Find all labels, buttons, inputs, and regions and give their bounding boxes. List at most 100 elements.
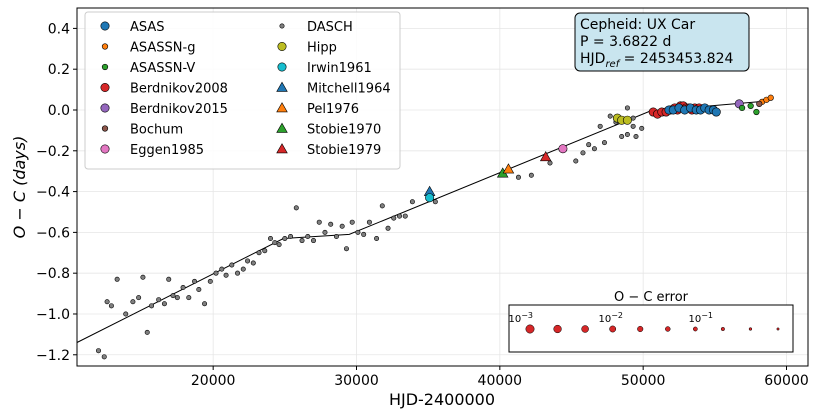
error-size-sample <box>776 327 780 331</box>
point-dasch <box>245 258 251 264</box>
point-dasch <box>633 134 639 140</box>
point-dasch <box>310 238 316 244</box>
point-dasch <box>282 236 288 242</box>
point-dasch <box>432 199 438 205</box>
error-size-sample <box>748 327 753 331</box>
info-box: Cepheid: UX Car P = 3.6822 d HJDref = 24… <box>574 12 750 72</box>
point-dasch <box>114 276 120 282</box>
legend-label-mitchell1964: Mitchell1964 <box>307 82 391 97</box>
error-size-sample <box>637 325 644 333</box>
point-dasch <box>196 287 202 293</box>
error-size-sample <box>665 326 671 332</box>
point-asassn-v <box>753 108 760 116</box>
point-dasch <box>396 213 402 219</box>
error-inset-title: O − C error <box>614 290 689 305</box>
point-dasch <box>639 125 645 131</box>
point-dasch <box>229 262 235 268</box>
point-dasch <box>180 284 186 290</box>
point-dasch <box>140 274 146 280</box>
y-tick-label: −0.6 <box>36 225 70 241</box>
point-dasch <box>192 278 198 284</box>
point-dasch <box>256 250 262 256</box>
error-size-sample <box>609 325 617 333</box>
point-dasch <box>262 248 268 254</box>
point-dasch <box>156 297 162 303</box>
y-tick-label: −1.0 <box>36 307 70 323</box>
point-dasch <box>293 205 299 211</box>
legend-marker-bochum <box>101 125 109 132</box>
point-dasch <box>355 229 361 235</box>
legend-label-hipp: Hipp <box>307 41 337 56</box>
info-line-hjdref: HJDref = 2453453.824 <box>580 51 733 70</box>
point-irwin1961 <box>425 193 435 203</box>
point-dasch <box>343 246 349 252</box>
point-dasch <box>528 172 534 178</box>
point-dasch <box>402 213 408 219</box>
y-tick-label: −0.8 <box>36 266 70 282</box>
x-tick-label: 50000 <box>621 373 666 389</box>
point-dasch <box>101 354 107 360</box>
legend-label-bochum: Bochum <box>130 123 183 138</box>
legend-marker-asassn-v <box>101 63 109 71</box>
legend-label-asas: ASAS <box>130 20 165 35</box>
x-tick-label: 40000 <box>478 373 523 389</box>
point-dasch <box>108 303 114 309</box>
error-size-sample <box>581 325 589 333</box>
point-dasch <box>597 123 603 129</box>
point-dasch <box>186 295 192 301</box>
point-asas <box>711 107 721 117</box>
point-dasch <box>207 278 213 284</box>
inset-tick-label: 10−2 <box>598 311 623 325</box>
info-box-frame <box>574 12 750 72</box>
point-dasch <box>366 219 372 225</box>
point-dasch <box>316 219 322 225</box>
legend-marker-eggen1985 <box>100 144 110 154</box>
legend-box <box>84 11 401 170</box>
point-dasch <box>385 225 391 231</box>
point-dasch <box>272 240 278 246</box>
point-dasch <box>601 140 607 146</box>
point-dasch <box>96 348 102 354</box>
point-dasch <box>276 242 282 248</box>
legend-marker-mitchell1964 <box>276 81 288 92</box>
x-axis-title: HJD-2400000 <box>389 390 495 409</box>
inset-tick-label: 10−3 <box>508 311 533 325</box>
hjd-value: = 2453453.824 <box>619 51 733 67</box>
data-points <box>96 94 774 360</box>
point-dasch <box>250 260 256 266</box>
error-size-sample <box>525 324 535 334</box>
point-asassn-v <box>747 102 754 110</box>
y-tick-label: 0.4 <box>48 21 70 37</box>
point-dasch <box>624 105 630 111</box>
y-tick-label: 0.2 <box>48 62 70 78</box>
point-dasch <box>136 295 142 301</box>
legend-marker-asassn-g <box>101 43 109 50</box>
point-asassn-v <box>738 104 746 112</box>
point-dasch <box>267 236 273 242</box>
point-dasch <box>299 238 305 244</box>
legend-marker-stobie1970 <box>276 122 288 133</box>
legend-marker-berdnikov2015 <box>100 103 110 113</box>
point-dasch <box>573 158 579 164</box>
legend-label-irwin1961: Irwin1961 <box>307 61 372 76</box>
point-dasch <box>624 131 630 137</box>
point-dasch <box>223 272 229 278</box>
legend-marker-berdnikov2008 <box>100 83 110 93</box>
legend-label-asassn-v: ASASSN-V <box>130 61 195 76</box>
point-dasch <box>619 134 625 140</box>
hjd-subscript: ref <box>605 59 620 70</box>
point-dasch <box>361 231 367 237</box>
point-dasch <box>240 266 246 272</box>
legend-label-berdnikov2008: Berdnikov2008 <box>130 82 228 97</box>
legend-label-stobie1970: Stobie1970 <box>307 123 381 138</box>
point-dasch <box>219 266 225 272</box>
y-tick-label: −0.2 <box>36 144 70 160</box>
error-size-sample <box>720 327 725 331</box>
point-dasch <box>333 233 339 239</box>
point-asassn-g <box>767 94 774 101</box>
point-dasch <box>174 295 180 301</box>
error-size-sample <box>553 324 562 334</box>
legend: ASAS ASASSN-g ASASSN-V Berdnikov2008 Berdnik… <box>84 11 401 170</box>
legend-marker-hipp <box>277 41 287 51</box>
